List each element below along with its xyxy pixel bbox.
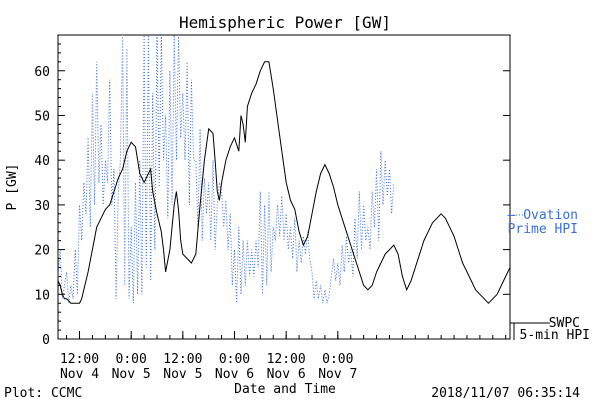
y-tick-label: 0	[42, 333, 50, 348]
x-tick-label-date: Nov 5	[163, 367, 202, 382]
legend-ovation-line1: — Ovation	[508, 208, 578, 223]
chart-title: Hemispheric Power [GW]	[179, 13, 391, 32]
y-tick-label: 60	[34, 65, 50, 80]
legend-ovation-line2: Prime HPI	[508, 222, 578, 237]
x-tick-label-time: 12:00	[267, 352, 306, 367]
x-tick-label-date: Nov 5	[112, 367, 151, 382]
legend-swpc-line1: SWPC	[549, 316, 580, 331]
x-tick-label-date: Nov 6	[215, 367, 254, 382]
y-tick-label: 10	[34, 288, 50, 303]
y-axis-label: P [GW]	[5, 164, 20, 211]
x-tick-label-time: 12:00	[60, 352, 99, 367]
plot-frame	[57, 34, 511, 340]
footer-plot-credit: Plot: CCMC	[4, 386, 82, 400]
x-axis-label: Date and Time	[234, 382, 336, 397]
y-tick-label: 40	[34, 154, 50, 169]
x-tick-label-date: Nov 6	[267, 367, 306, 382]
x-tick-label-time: 12:00	[163, 352, 202, 367]
series-line-swpc	[57, 61, 511, 304]
series-line-ovation-prime	[57, 34, 395, 304]
x-tick-label-time: 0:00	[116, 352, 147, 367]
y-tick-label: 20	[34, 244, 50, 259]
series-layer	[57, 34, 511, 304]
x-tick-label-date: Nov 7	[318, 367, 357, 382]
y-tick-label: 50	[34, 109, 50, 124]
x-tick-label-time: 0:00	[322, 352, 353, 367]
footer-timestamp: 2018/11/07 06:35:14	[431, 386, 580, 400]
y-axis-ticks: 0 10 20 30 40 50 60	[34, 43, 510, 348]
x-tick-label-time: 0:00	[219, 352, 250, 367]
x-tick-label-date: Nov 4	[60, 367, 99, 382]
y-tick-label: 30	[34, 199, 50, 214]
legend-swpc-line2: 5-min HPI	[520, 328, 590, 343]
